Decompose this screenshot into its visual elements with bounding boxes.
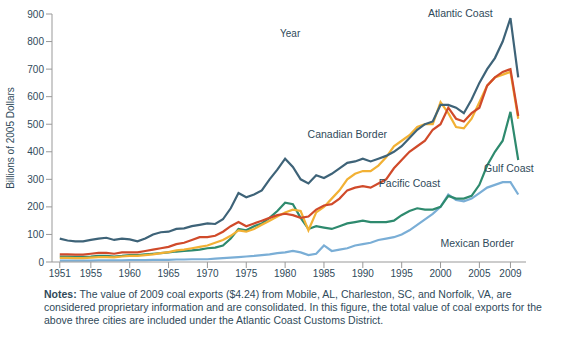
svg-text:0: 0 xyxy=(38,257,44,268)
html-text:Year: Year xyxy=(280,28,301,39)
svg-text:Billions of 2005 Dollars: Billions of 2005 Dollars xyxy=(8,87,16,189)
svg-text:1985: 1985 xyxy=(313,268,336,279)
html-text:Notes: The value of 2009 coal: Notes: The value of 2009 coal exports ($… xyxy=(44,288,542,326)
svg-text:Pacific Coast: Pacific Coast xyxy=(379,177,440,189)
svg-text:Mexican Border: Mexican Border xyxy=(441,237,515,249)
svg-text:1951: 1951 xyxy=(49,268,72,279)
svg-text:2009: 2009 xyxy=(499,268,522,279)
svg-text:600: 600 xyxy=(27,91,44,102)
svg-text:Canadian Border: Canadian Border xyxy=(308,128,388,140)
svg-text:1975: 1975 xyxy=(235,268,258,279)
svg-text:1960: 1960 xyxy=(119,268,142,279)
svg-text:1980: 1980 xyxy=(274,268,297,279)
svg-text:1990: 1990 xyxy=(352,268,375,279)
svg-text:900: 900 xyxy=(27,9,44,20)
svg-text:1955: 1955 xyxy=(80,268,103,279)
svg-text:200: 200 xyxy=(27,201,44,212)
svg-text:300: 300 xyxy=(27,174,44,185)
svg-text:2005: 2005 xyxy=(468,268,491,279)
svg-text:1995: 1995 xyxy=(391,268,414,279)
svg-text:400: 400 xyxy=(27,146,44,157)
svg-text:700: 700 xyxy=(27,64,44,75)
svg-text:Gulf Coast: Gulf Coast xyxy=(484,162,534,174)
svg-text:1970: 1970 xyxy=(196,268,219,279)
svg-text:Atlantic Coast: Atlantic Coast xyxy=(428,7,493,19)
svg-text:1965: 1965 xyxy=(157,268,180,279)
svg-text:2000: 2000 xyxy=(429,268,452,279)
svg-text:100: 100 xyxy=(27,229,44,240)
svg-text:500: 500 xyxy=(27,119,44,130)
svg-text:800: 800 xyxy=(27,36,44,47)
